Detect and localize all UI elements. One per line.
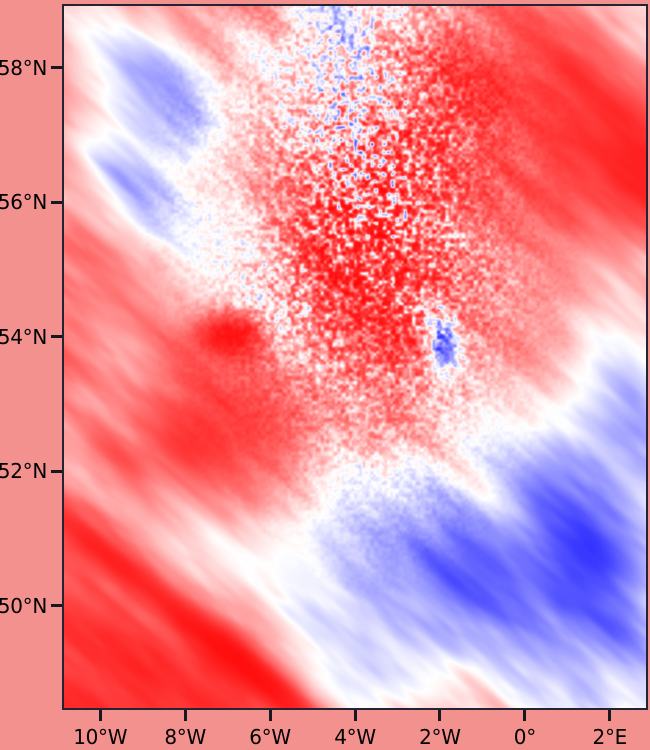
x-tick-mark [523, 710, 527, 721]
y-tick-mark [51, 335, 62, 339]
y-tick-mark [51, 66, 62, 70]
x-tick-label: 0° [513, 725, 536, 749]
y-tick-mark [51, 200, 62, 204]
x-tick-mark [608, 710, 612, 721]
x-tick-mark [268, 710, 272, 721]
map-plot-area[interactable] [62, 4, 648, 710]
anomaly-heatmap-canvas [64, 6, 646, 708]
y-tick-label: 58°N [0, 55, 47, 80]
y-tick-mark [51, 469, 62, 473]
y-tick-label: 52°N [0, 459, 47, 484]
x-tick-mark [183, 710, 187, 721]
x-tick-mark [438, 710, 442, 721]
x-tick-label: 6°W [249, 725, 291, 749]
x-tick-label: 10°W [73, 725, 128, 749]
x-tick-mark [353, 710, 357, 721]
x-tick-label: 8°W [164, 725, 206, 749]
x-tick-label: 2°W [419, 725, 461, 749]
y-tick-label: 50°N [0, 593, 47, 618]
y-tick-mark [51, 604, 62, 608]
x-tick-label: 4°W [334, 725, 376, 749]
x-tick-mark [98, 710, 102, 721]
y-tick-label: 54°N [0, 324, 47, 349]
x-tick-label: 2°E [592, 725, 628, 749]
y-tick-label: 56°N [0, 190, 47, 215]
